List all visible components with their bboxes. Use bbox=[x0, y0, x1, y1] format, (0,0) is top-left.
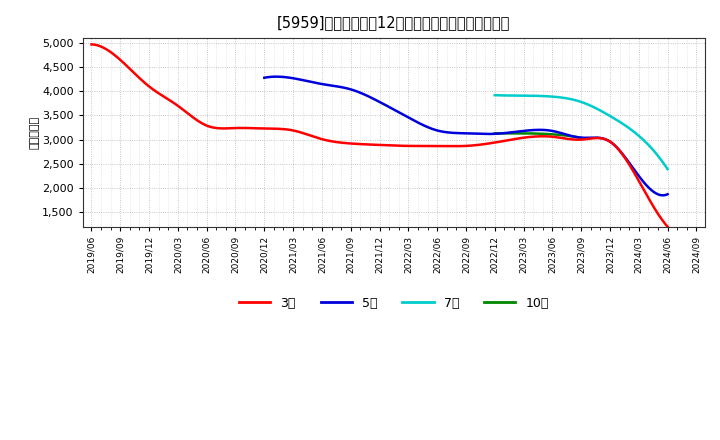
Legend: 3年, 5年, 7年, 10年: 3年, 5年, 7年, 10年 bbox=[234, 292, 554, 315]
Y-axis label: （百万円）: （百万円） bbox=[30, 116, 40, 149]
Title: [5959]　当期純利益12か月移動合計の平均値の推移: [5959] 当期純利益12か月移動合計の平均値の推移 bbox=[277, 15, 510, 30]
